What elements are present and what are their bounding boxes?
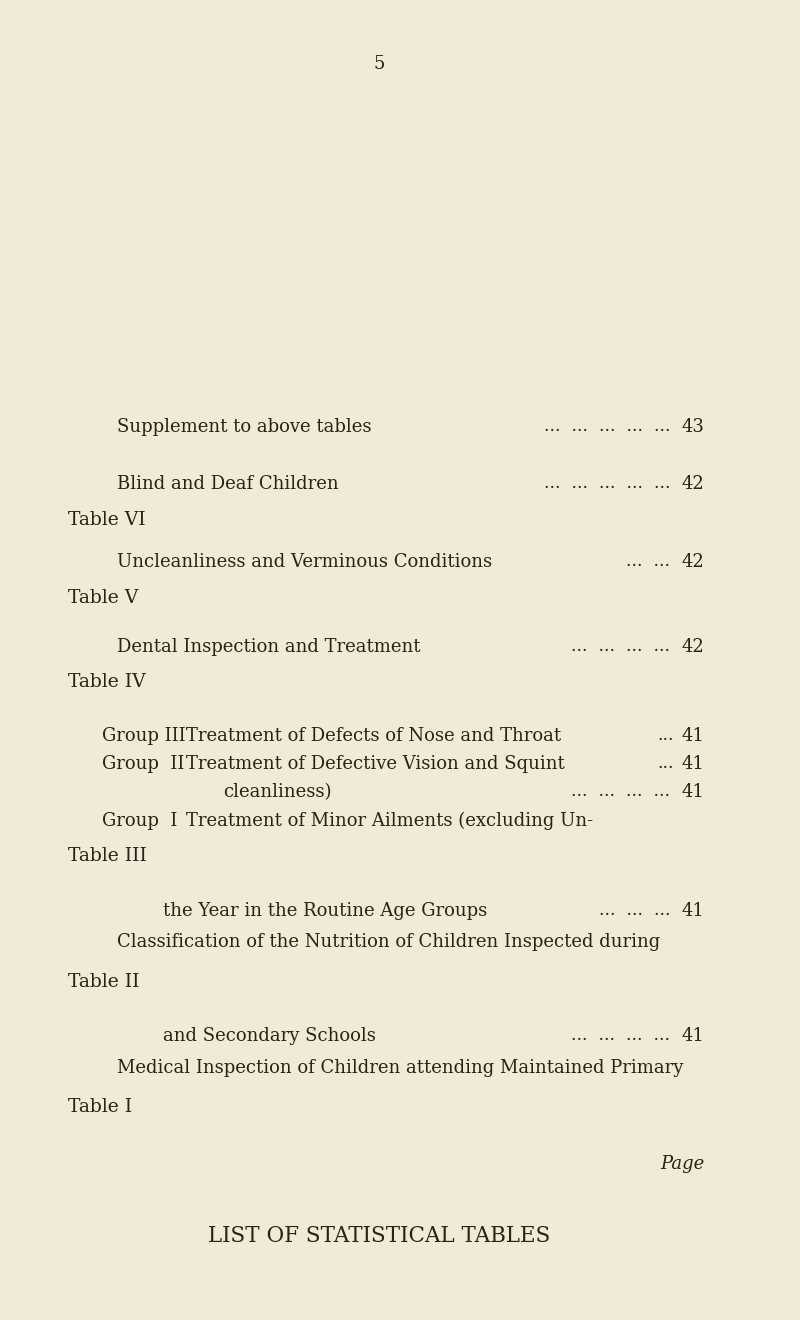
Text: and Secondary Schools: and Secondary Schools	[163, 1027, 376, 1045]
Text: ...: ...	[658, 755, 674, 772]
Text: Table IV: Table IV	[68, 673, 146, 692]
Text: ...  ...  ...  ...: ... ... ... ...	[571, 1027, 670, 1044]
Text: 42: 42	[682, 553, 705, 572]
Text: 41: 41	[682, 902, 705, 920]
Text: Treatment of Minor Ailments (excluding Un-: Treatment of Minor Ailments (excluding U…	[186, 812, 593, 830]
Text: Medical Inspection of Children attending Maintained Primary: Medical Inspection of Children attending…	[118, 1059, 684, 1077]
Text: Group III: Group III	[102, 727, 186, 746]
Text: 43: 43	[682, 418, 705, 437]
Text: Table I: Table I	[68, 1098, 132, 1117]
Text: ...  ...  ...  ...: ... ... ... ...	[571, 783, 670, 800]
Text: Group  II: Group II	[102, 755, 185, 774]
Text: Dental Inspection and Treatment: Dental Inspection and Treatment	[118, 638, 421, 656]
Text: ...: ...	[658, 727, 674, 744]
Text: ...  ...  ...  ...: ... ... ... ...	[571, 638, 670, 655]
Text: 41: 41	[682, 727, 705, 746]
Text: Table III: Table III	[68, 847, 147, 866]
Text: Table VI: Table VI	[68, 511, 146, 529]
Text: 5: 5	[373, 55, 385, 74]
Text: Group  I: Group I	[102, 812, 178, 830]
Text: the Year in the Routine Age Groups: the Year in the Routine Age Groups	[163, 902, 487, 920]
Text: 41: 41	[682, 783, 705, 801]
Text: ...  ...  ...: ... ... ...	[599, 902, 670, 919]
Text: ...  ...  ...  ...  ...: ... ... ... ... ...	[544, 418, 670, 436]
Text: Uncleanliness and Verminous Conditions: Uncleanliness and Verminous Conditions	[118, 553, 493, 572]
Text: Treatment of Defects of Nose and Throat: Treatment of Defects of Nose and Throat	[186, 727, 561, 746]
Text: Supplement to above tables: Supplement to above tables	[118, 418, 372, 437]
Text: LIST OF STATISTICAL TABLES: LIST OF STATISTICAL TABLES	[207, 1225, 550, 1247]
Text: 42: 42	[682, 475, 705, 494]
Text: Treatment of Defective Vision and Squint: Treatment of Defective Vision and Squint	[186, 755, 564, 774]
Text: ...  ...  ...  ...  ...: ... ... ... ... ...	[544, 475, 670, 492]
Text: Table II: Table II	[68, 973, 140, 991]
Text: Blind and Deaf Children: Blind and Deaf Children	[118, 475, 339, 494]
Text: Classification of the Nutrition of Children Inspected during: Classification of the Nutrition of Child…	[118, 933, 661, 952]
Text: Table V: Table V	[68, 589, 138, 607]
Text: 41: 41	[682, 1027, 705, 1045]
Text: Page: Page	[660, 1155, 705, 1173]
Text: cleanliness): cleanliness)	[223, 783, 332, 801]
Text: 41: 41	[682, 755, 705, 774]
Text: 42: 42	[682, 638, 705, 656]
Text: ...  ...: ... ...	[626, 553, 670, 570]
